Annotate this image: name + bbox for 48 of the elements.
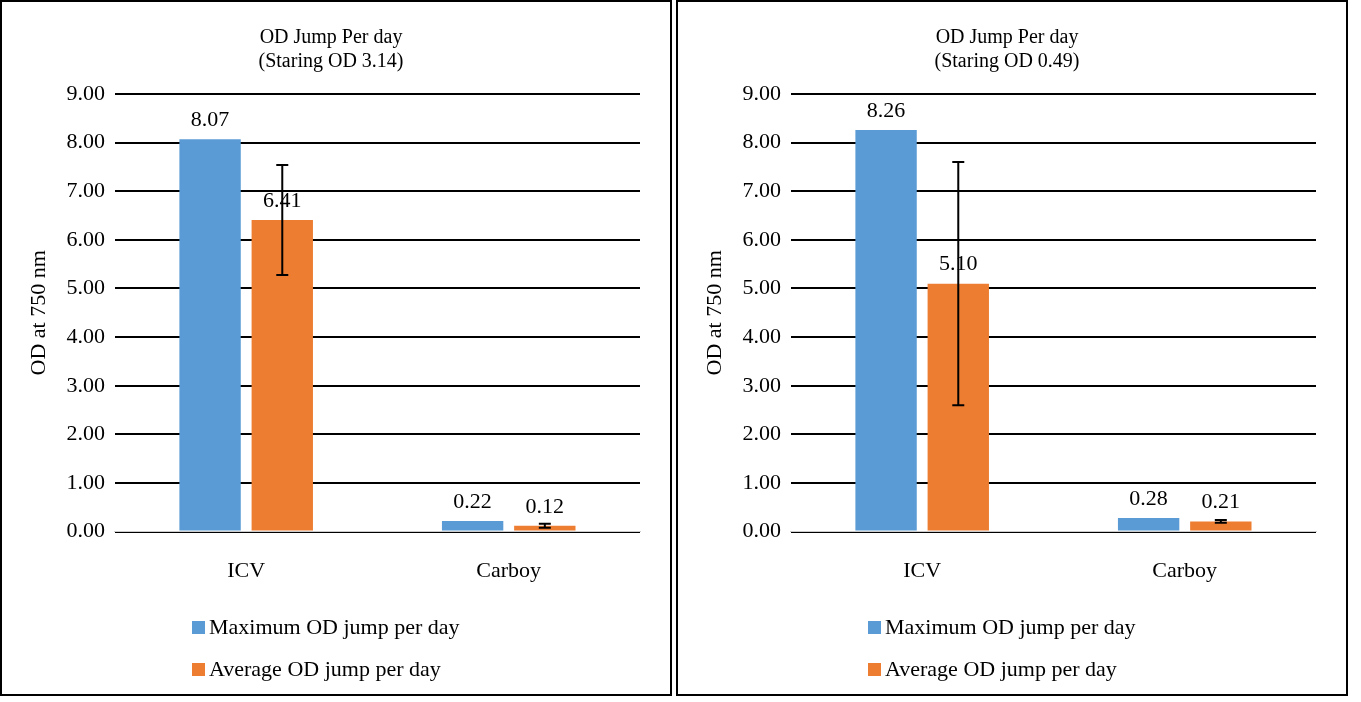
y-tick-label: 3.00	[66, 371, 105, 397]
bar	[251, 219, 313, 531]
y-tick-label: 8.00	[66, 128, 105, 154]
y-tick-label: 7.00	[66, 177, 105, 203]
y-tick-label: 1.00	[66, 468, 105, 494]
bar	[1117, 517, 1180, 531]
y-tick-label: 7.00	[742, 177, 781, 203]
y-tick-label: 1.00	[742, 468, 781, 494]
y-tick-label: 9.00	[66, 79, 105, 105]
chart-subtitle: (Staring OD 0.49)	[934, 49, 1080, 73]
y-tick-label: 6.00	[66, 225, 105, 251]
x-tick-label: Carboy	[476, 556, 542, 582]
y-tick-label: 8.00	[742, 128, 781, 154]
y-tick-label: 9.00	[742, 79, 781, 105]
y-axis-title: OD at 750 nm	[700, 250, 726, 376]
data-label: 8.26	[866, 96, 906, 122]
bar	[179, 139, 241, 531]
y-tick-label: 5.00	[66, 274, 105, 300]
y-tick-label: 5.00	[742, 274, 781, 300]
data-label: 0.22	[453, 487, 492, 513]
bar	[927, 283, 989, 531]
y-tick-label: 3.00	[742, 371, 781, 397]
chart-title: OD Jump Per day	[259, 25, 403, 49]
x-tick-label: ICV	[227, 556, 266, 582]
legend-label: Average OD jump per day	[885, 656, 1117, 682]
y-tick-label: 4.00	[66, 322, 105, 348]
y-tick-label: 4.00	[742, 322, 781, 348]
data-label: 0.21	[1201, 488, 1241, 514]
y-axis-title: OD at 750 nm	[24, 250, 50, 376]
y-tick-label: 2.00	[66, 420, 105, 446]
legend-label: Maximum OD jump per day	[209, 614, 460, 640]
y-tick-label: 0.00	[742, 517, 781, 543]
bar	[1190, 521, 1252, 531]
y-tick-label: 2.00	[742, 420, 781, 446]
legend-label: Average OD jump per day	[209, 656, 441, 682]
chart-subtitle: (Staring OD 3.14)	[258, 49, 404, 73]
legend-label: Maximum OD jump per day	[885, 614, 1136, 640]
bar	[441, 520, 504, 531]
y-tick-label: 6.00	[742, 225, 781, 251]
data-label: 0.28	[1129, 484, 1168, 510]
data-label: 0.12	[525, 492, 565, 518]
chart-title: OD Jump Per day	[935, 25, 1079, 49]
x-tick-label: ICV	[903, 556, 942, 582]
y-tick-label: 0.00	[66, 517, 105, 543]
x-tick-label: Carboy	[1152, 556, 1218, 582]
bar	[855, 129, 917, 531]
data-label: 8.07	[190, 106, 230, 131]
bar	[514, 525, 576, 531]
